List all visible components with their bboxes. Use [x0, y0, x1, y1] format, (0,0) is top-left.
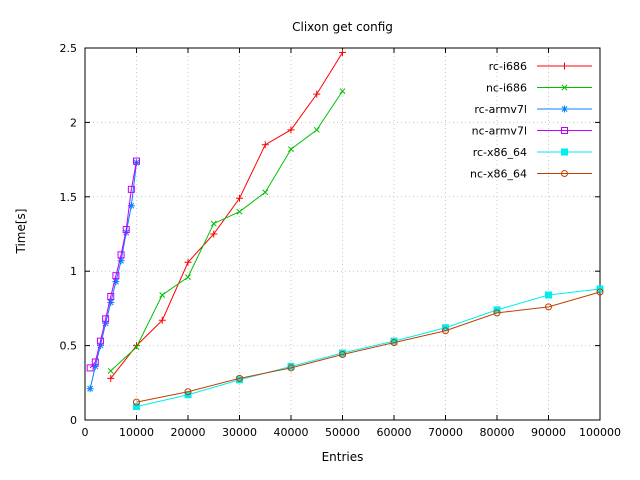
legend-label: rc-x86_64	[473, 146, 527, 159]
cross-marker	[262, 189, 269, 196]
square-filled-marker	[133, 403, 140, 411]
series-line-rc-x86_64	[136, 288, 601, 408]
series-line-nc-x86_64	[136, 291, 601, 403]
square-open-marker	[122, 226, 130, 234]
series-line-nc-armv7l	[89, 160, 137, 369]
legend-label: nc-armv7l	[472, 125, 527, 138]
plus-marker	[261, 141, 269, 149]
plus-marker	[561, 62, 568, 70]
cross-marker	[339, 88, 346, 95]
cross-marker	[107, 367, 114, 374]
chart-title: Clixon get config	[292, 20, 393, 34]
legend-entry-rc-x86_64: rc-x86_64	[473, 146, 592, 159]
y-tick-label: 1.5	[60, 191, 78, 204]
x-axis-title: Entries	[321, 450, 364, 464]
x-tick-label: 50000	[325, 426, 360, 439]
circle-open-marker	[561, 170, 568, 177]
square-filled-marker	[545, 291, 552, 299]
x-tick-label: 90000	[531, 426, 566, 439]
legend-entry-rc-i686: rc-i686	[489, 60, 592, 73]
legend-entry-nc-x86_64: nc-x86_64	[470, 168, 592, 181]
series-nc-x86_64	[133, 288, 604, 406]
circle-open-marker	[442, 327, 449, 335]
plus-marker	[184, 258, 192, 266]
circle-open-marker	[133, 398, 140, 406]
cross-marker	[185, 274, 191, 281]
square-open-marker	[117, 251, 125, 259]
plus-marker	[313, 90, 321, 98]
legend-entry-nc-i686: nc-i686	[486, 82, 592, 95]
plus-marker	[158, 316, 166, 324]
plus-marker	[287, 126, 295, 134]
legend: rc-i686 nc-i686 rc-armv7l nc-armv7l rc-x86_6…	[470, 60, 592, 181]
cross-marker	[288, 146, 294, 153]
square-open-marker	[102, 315, 110, 323]
series-line-rc-armv7l	[89, 162, 137, 389]
square-filled-marker	[561, 148, 568, 156]
cross-marker	[236, 208, 243, 215]
square-open-marker	[86, 364, 94, 372]
square-open-marker	[133, 157, 140, 165]
y-tick-label: 2	[70, 116, 77, 129]
y-tick-label: 2.5	[60, 42, 78, 55]
square-open-marker	[127, 185, 135, 193]
x-tick-label: 0	[82, 426, 89, 439]
plus-marker	[236, 194, 243, 202]
cross-marker	[313, 126, 320, 133]
legend-entry-nc-armv7l: nc-armv7l	[472, 125, 592, 138]
series-rc-x86_64	[133, 285, 604, 411]
square-open-marker	[561, 127, 568, 134]
cross-marker	[159, 292, 166, 298]
x-tick-label: 40000	[274, 426, 309, 439]
series-line-rc-i686	[110, 52, 343, 379]
legend-entry-rc-armv7l: rc-armv7l	[474, 103, 592, 116]
legend-label: nc-i686	[486, 82, 527, 95]
plus-marker	[133, 342, 140, 350]
circle-open-marker	[287, 364, 295, 372]
square-open-marker	[96, 337, 104, 345]
x-tick-label: 80000	[480, 426, 515, 439]
series-nc-armv7l	[86, 157, 140, 372]
circle-open-marker	[236, 374, 243, 382]
circle-open-marker	[390, 339, 398, 347]
square-open-marker	[107, 292, 115, 300]
asterisk-marker	[561, 106, 568, 112]
plus-marker	[107, 374, 115, 382]
square-open-marker	[91, 358, 99, 366]
x-tick-label: 70000	[428, 426, 463, 439]
plot-border	[84, 47, 601, 421]
legend-label: rc-armv7l	[474, 103, 527, 116]
legend-label: nc-x86_64	[470, 168, 527, 181]
plus-marker	[339, 48, 346, 56]
circle-open-marker	[339, 351, 346, 359]
legend-label: rc-i686	[489, 60, 527, 73]
x-tick-label: 100000	[579, 426, 621, 439]
series-line-nc-i686	[110, 90, 343, 372]
square-open-marker	[112, 272, 120, 280]
y-tick-label: 0	[70, 414, 77, 427]
asterisk-marker	[87, 385, 94, 392]
plus-marker	[210, 230, 218, 238]
circle-open-marker	[545, 303, 552, 311]
circle-open-marker	[493, 309, 501, 317]
series-nc-i686	[107, 88, 346, 374]
cross-marker	[210, 220, 217, 227]
y-tick-label: 0.5	[60, 340, 78, 353]
cross-marker	[133, 344, 140, 351]
circle-open-marker	[596, 288, 604, 296]
x-tick-label: 20000	[171, 426, 206, 439]
x-tick-label: 30000	[222, 426, 257, 439]
cross-marker	[561, 84, 568, 91]
series-rc-i686	[107, 48, 346, 382]
x-tick-label: 10000	[119, 426, 154, 439]
x-tick-label: 60000	[377, 426, 412, 439]
circle-open-marker	[184, 388, 192, 396]
y-tick-label: 1	[70, 265, 77, 278]
